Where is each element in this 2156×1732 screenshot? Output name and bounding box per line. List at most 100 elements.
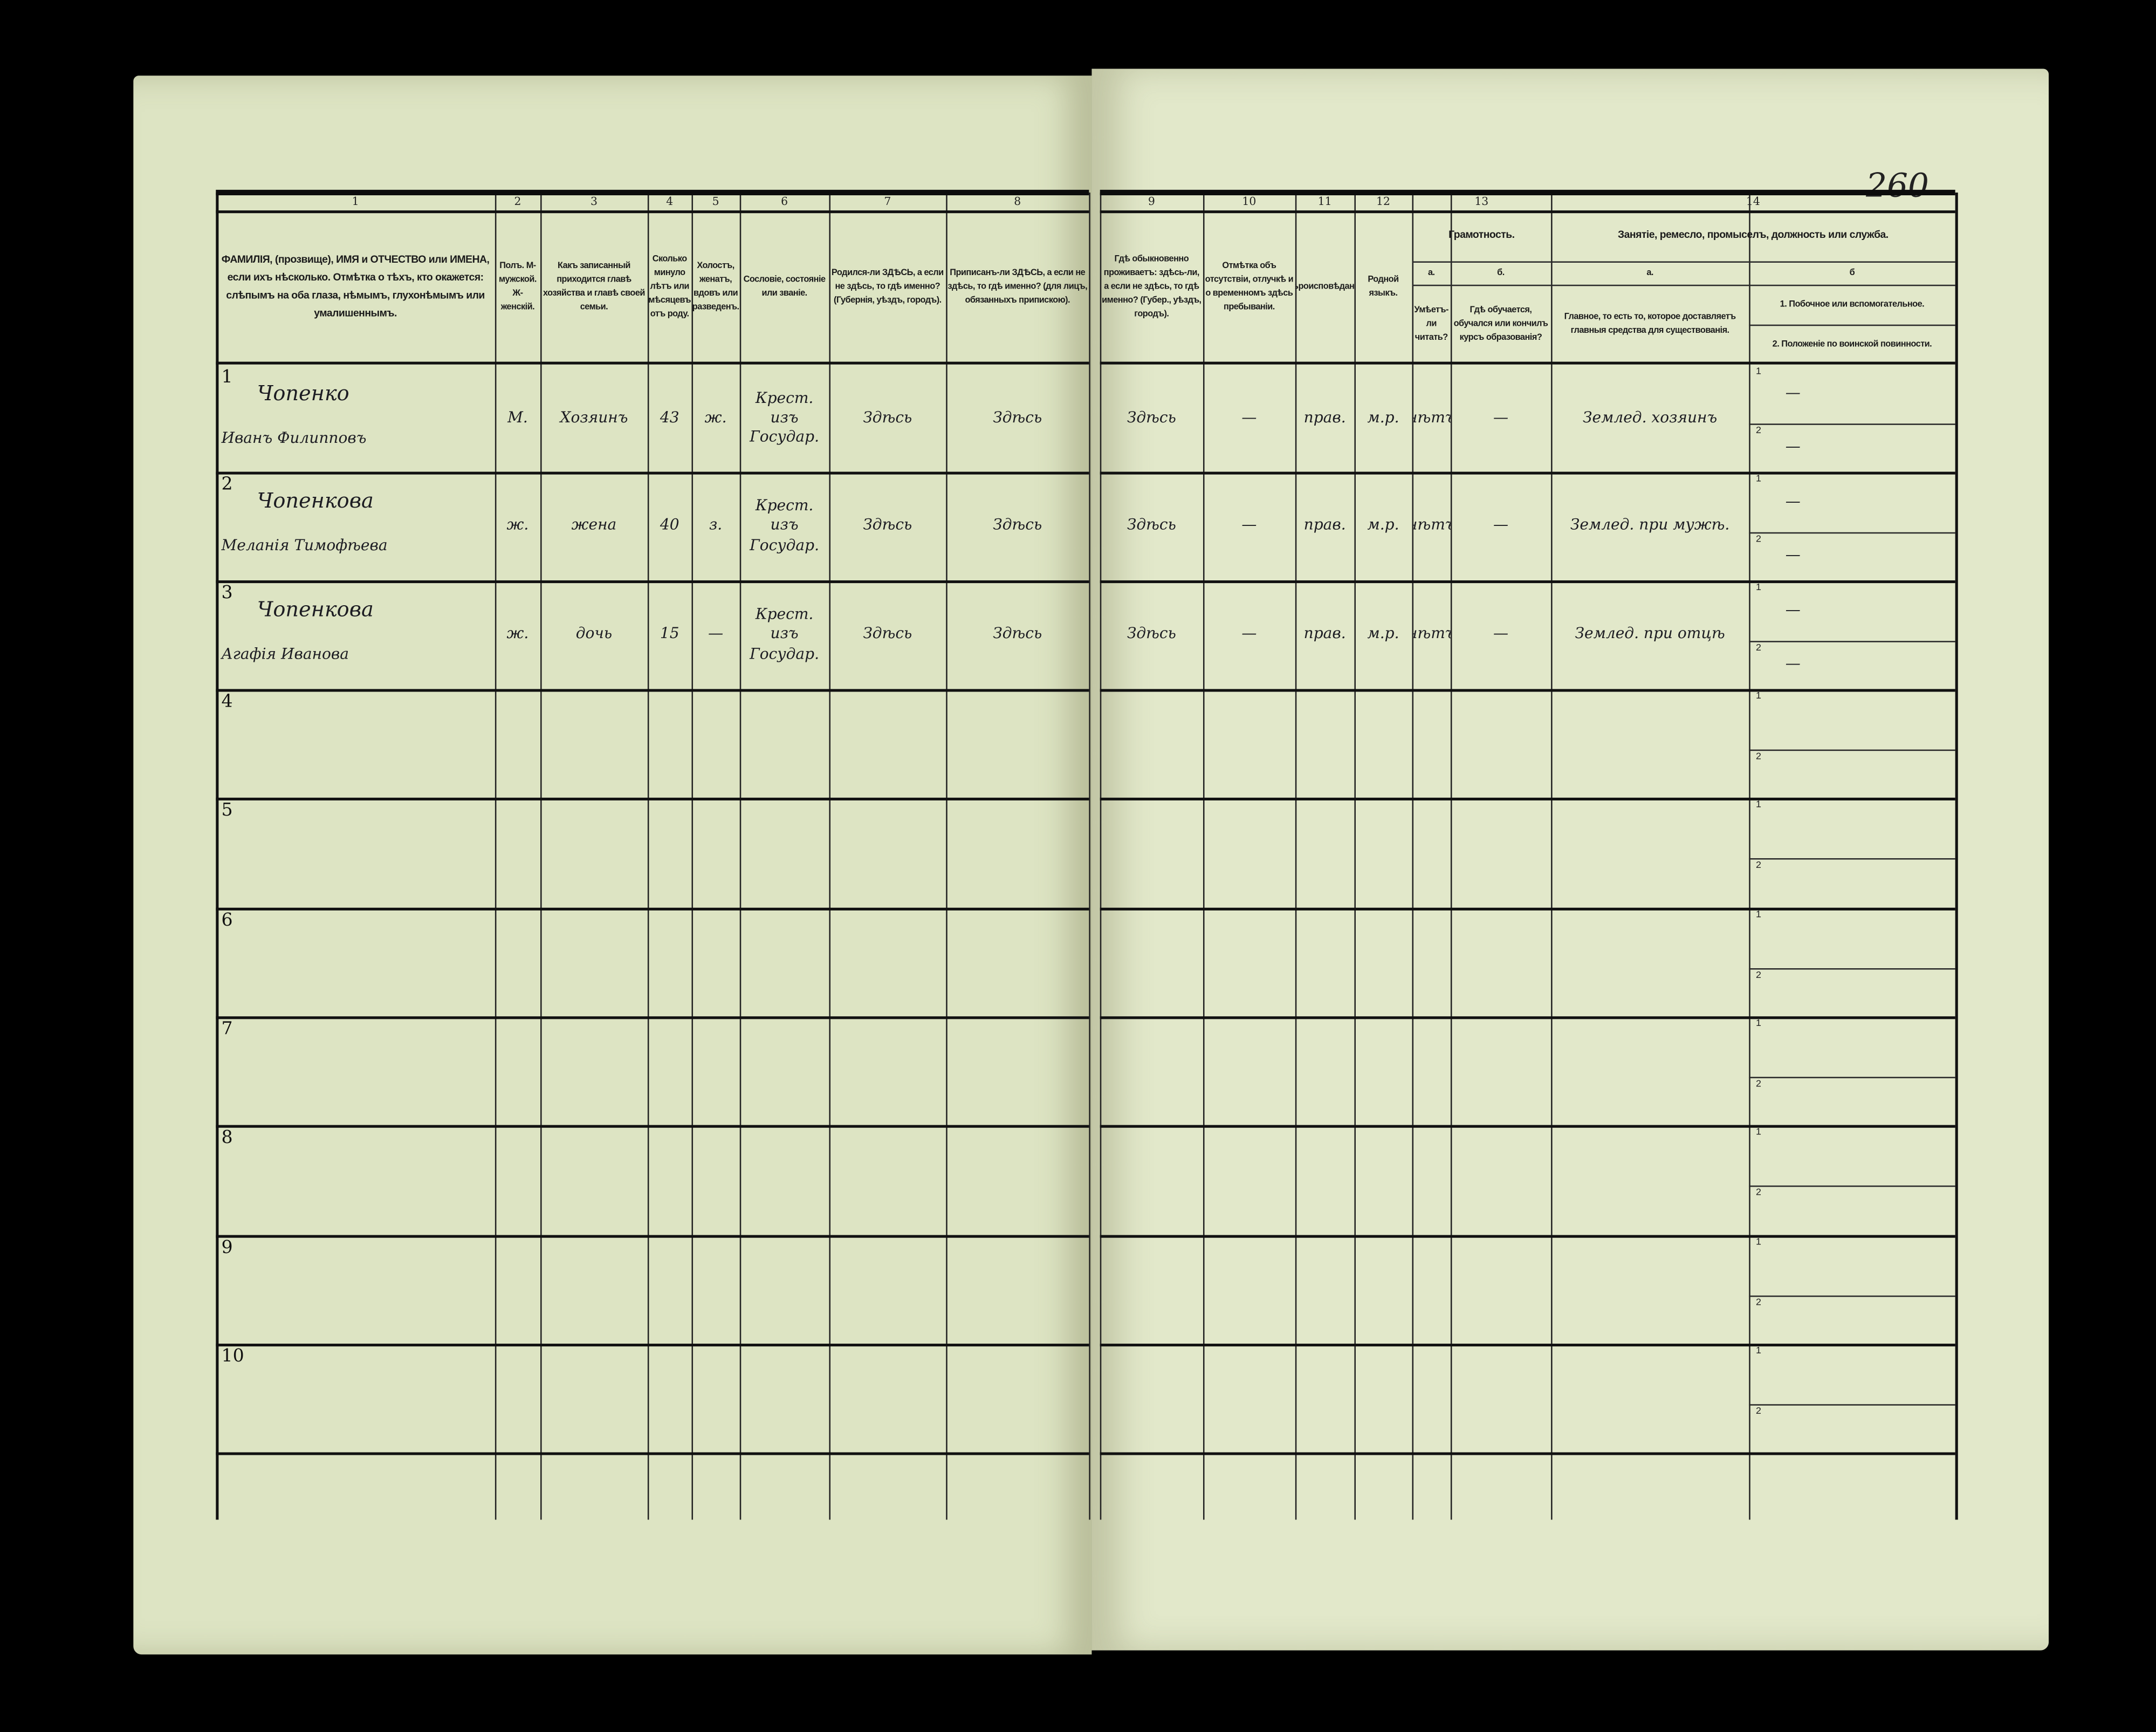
header-number-rule: [1100, 210, 1955, 214]
row-rule: [1100, 689, 1955, 692]
page-number: 260: [1866, 166, 1929, 205]
subrow-label: 2: [1755, 752, 1761, 762]
row-number: 5: [221, 800, 233, 821]
cell-marital: —: [708, 625, 724, 643]
subrow-label: 2: [1755, 971, 1761, 981]
row-rule: [1100, 1452, 1955, 1455]
row-number: 4: [221, 692, 233, 713]
cell-occupation-main: Землед. хозяинъ: [1583, 408, 1718, 427]
column-rule: [495, 192, 497, 1520]
cell-religion: прав.: [1303, 625, 1346, 643]
cell-born: Здѣсь: [863, 516, 912, 535]
subrow-rule: [1749, 532, 1955, 534]
column-rule: [216, 192, 219, 1520]
subrow-label: 1: [1755, 367, 1761, 377]
cell-age: 43: [660, 408, 679, 427]
cell-estate: Крест. изъ Государ.: [750, 605, 819, 663]
subrow-rule: [1749, 1404, 1955, 1406]
column-rule: [540, 192, 542, 1520]
row-rule: [1100, 580, 1955, 584]
given-names: Иванъ Филипповъ: [221, 429, 367, 447]
column-rule: [1354, 192, 1356, 1520]
cell-schooling: —: [1493, 625, 1509, 643]
cell-absence: —: [1241, 408, 1257, 427]
row-rule: [216, 907, 1089, 911]
cell-can-read: нѣтъ: [1412, 516, 1451, 535]
cell-occupation-side: —: [1785, 492, 1801, 510]
row-rule: [1100, 1344, 1955, 1347]
cell-language: м.р.: [1367, 516, 1399, 535]
subrow-label: 2: [1755, 861, 1761, 871]
cell-occupation-main: Землед. при отцѣ: [1575, 625, 1725, 643]
left-page: [133, 76, 1092, 1655]
cell-sex: ж.: [506, 625, 529, 643]
row-rule: [216, 580, 1089, 584]
column-number: 9: [1148, 195, 1155, 208]
subrow-label: 1: [1755, 583, 1761, 593]
subrow-label: 1: [1755, 910, 1761, 920]
column-number: 1: [352, 195, 359, 208]
column-rule: [946, 192, 947, 1520]
subrow-label: 2: [1755, 1079, 1761, 1090]
row-rule: [216, 1125, 1089, 1128]
cell-age: 40: [660, 516, 679, 535]
row-rule: [1100, 471, 1955, 475]
row-rule: [1100, 1235, 1955, 1238]
surname: Чопенкова: [257, 597, 374, 622]
subrow-rule: [1749, 968, 1955, 970]
column-number: 13: [1474, 195, 1489, 208]
row-rule: [216, 1344, 1089, 1347]
cell-registered: Здѣсь: [993, 408, 1042, 427]
header-bottom-rule: [1100, 361, 1955, 365]
header-col5: Холостъ, женатъ, вдовъ или разведенъ.: [692, 261, 739, 312]
cell-relation: Хозяинъ: [560, 408, 628, 427]
subrow-label: 1: [1755, 1127, 1761, 1138]
cell-absence: —: [1241, 516, 1257, 535]
cell-language: м.р.: [1367, 408, 1399, 427]
row-number: 3: [221, 583, 233, 604]
subrow-rule: [1749, 749, 1955, 751]
row-rule: [216, 1016, 1089, 1019]
header-col11: Вѣроисповѣданіе.: [1295, 282, 1355, 292]
cell-sex: М.: [507, 408, 528, 427]
right-page: [1091, 69, 2049, 1651]
cell-born: Здѣсь: [863, 408, 912, 427]
column-number: 3: [590, 195, 598, 208]
subrow-rule: [1749, 423, 1955, 425]
subrow-label: 2: [1755, 535, 1761, 545]
header-col3: Какъ записанный приходится главѣ хозяйст…: [543, 261, 645, 312]
row-rule: [1100, 797, 1955, 800]
column-number: 8: [1014, 195, 1021, 208]
given-names: Агафія Иванова: [221, 645, 349, 663]
subrow-rule: [1749, 1295, 1955, 1297]
cell-resides: Здѣсь: [1127, 625, 1176, 643]
subrow-label: 2: [1755, 1407, 1761, 1417]
surname: Чопенкова: [257, 488, 374, 514]
row-number: 10: [221, 1346, 244, 1367]
cell-resides: Здѣсь: [1127, 516, 1176, 535]
row-number: 1: [221, 367, 233, 388]
subrow-rule: [1749, 858, 1955, 860]
subrow-label: 2: [1755, 643, 1761, 654]
subrow-rule: [1749, 641, 1955, 642]
cell-religion: прав.: [1303, 516, 1346, 535]
header-col9: Гдѣ обыкновенно проживаетъ: здѣсь-ли, а …: [1102, 255, 1201, 319]
column-rule: [647, 192, 649, 1520]
subrow-label: 1: [1755, 1237, 1761, 1248]
subrow-label: 1: [1755, 800, 1761, 810]
row-number: 9: [221, 1237, 233, 1258]
header-bottom-rule: [216, 361, 1089, 365]
cell-age: 15: [660, 625, 679, 643]
cell-marital: з.: [709, 516, 723, 535]
row-number: 2: [221, 474, 233, 495]
column-rule: [1412, 192, 1414, 1520]
column-number: 12: [1376, 195, 1390, 208]
header-col14a-label: а.: [1646, 267, 1653, 277]
subheader-rule: [1412, 284, 1955, 286]
cell-schooling: —: [1493, 408, 1509, 427]
cell-registered: Здѣсь: [993, 625, 1042, 643]
row-number: 7: [221, 1019, 233, 1040]
subrow-label: 2: [1755, 1188, 1761, 1198]
cell-language: м.р.: [1367, 625, 1399, 643]
column-rule: [1295, 192, 1297, 1520]
